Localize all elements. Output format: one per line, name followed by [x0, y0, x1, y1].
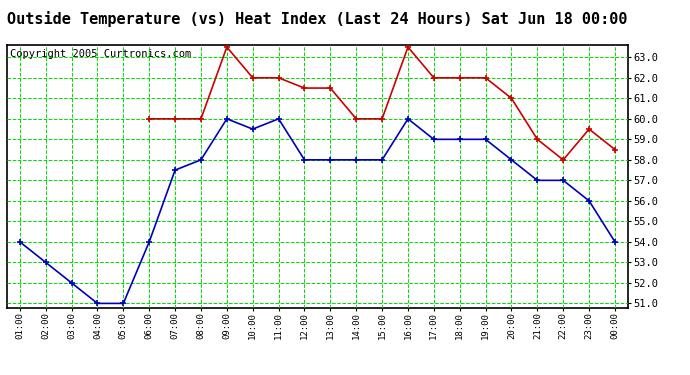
Text: Outside Temperature (vs) Heat Index (Last 24 Hours) Sat Jun 18 00:00: Outside Temperature (vs) Heat Index (Las… — [7, 11, 628, 27]
Text: Copyright 2005 Curtronics.com: Copyright 2005 Curtronics.com — [10, 49, 191, 59]
